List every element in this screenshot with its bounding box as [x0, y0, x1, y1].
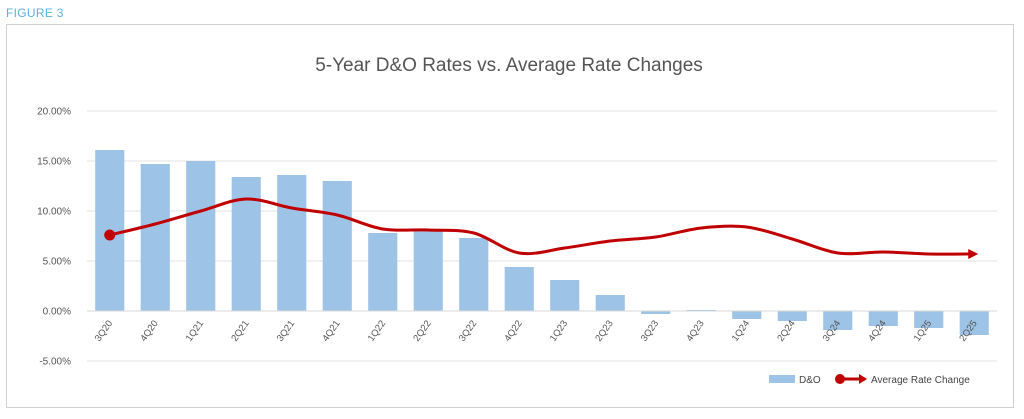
bar: [777, 311, 807, 321]
x-tick-label: 1Q23: [548, 318, 570, 343]
bar: [550, 280, 580, 311]
x-tick-label: 2Q21: [229, 318, 251, 343]
x-tick-label: 3Q21: [275, 318, 297, 343]
line-series: [104, 197, 979, 259]
bar: [595, 295, 625, 311]
bar: [959, 311, 989, 335]
rate-change-line: [108, 197, 976, 256]
bar: [641, 311, 671, 314]
bar: [277, 175, 307, 311]
y-tick-label: 5.00%: [43, 257, 71, 268]
legend-line-marker: [835, 374, 845, 384]
bar: [140, 164, 170, 311]
chart: 5-Year D&O Rates vs. Average Rate Change…: [37, 55, 997, 386]
bar: [413, 231, 443, 311]
bar: [322, 181, 352, 311]
x-tick-label: 4Q22: [502, 318, 524, 343]
x-tick-label: 4Q20: [138, 318, 160, 343]
bar: [868, 311, 898, 326]
y-tick-label: 10.00%: [37, 207, 71, 218]
legend-line-label: Average Rate Change: [871, 375, 970, 386]
x-tick-label: 3Q23: [639, 318, 661, 343]
x-tick-label: 1Q24: [730, 318, 752, 343]
legend-line-arrow-icon: [859, 374, 867, 384]
bar: [459, 238, 489, 311]
bar: [823, 311, 853, 330]
bar: [914, 311, 944, 328]
figure-label: FIGURE 3: [6, 6, 64, 20]
bar: [732, 311, 762, 319]
y-tick-label: -5.00%: [39, 357, 71, 368]
gridlines: [87, 110, 997, 362]
bar: [186, 161, 216, 311]
bar-series: [95, 150, 989, 335]
legend-bar-label: D&O: [799, 375, 821, 386]
chart-frame: 5-Year D&O Rates vs. Average Rate Change…: [6, 24, 1014, 408]
x-tick-label: 3Q20: [93, 318, 115, 343]
y-tick-label: 0.00%: [43, 307, 71, 318]
y-axis-ticks: 20.00% 15.00% 10.00% 5.00% 0.00% -5.00%: [37, 107, 71, 368]
x-tick-label: 4Q21: [320, 318, 342, 343]
y-tick-label: 15.00%: [37, 157, 71, 168]
legend-bar-swatch: [769, 375, 795, 383]
x-tick-label: 2Q23: [593, 318, 615, 343]
chart-title: 5-Year D&O Rates vs. Average Rate Change…: [315, 55, 703, 76]
bar: [504, 267, 534, 311]
bar: [231, 177, 261, 311]
x-tick-label: 1Q22: [366, 318, 388, 343]
x-tick-label: 2Q24: [775, 318, 797, 343]
x-tick-label: 3Q22: [457, 318, 479, 343]
line-start-marker: [104, 229, 116, 241]
x-tick-label: 4Q23: [684, 318, 706, 343]
x-tick-label: 1Q21: [184, 318, 206, 343]
x-tick-label: 2Q22: [411, 318, 433, 343]
line-end-arrow-icon: [968, 249, 979, 259]
legend: D&O Average Rate Change: [769, 374, 970, 386]
bar: [368, 233, 398, 311]
y-tick-label: 20.00%: [37, 107, 71, 118]
